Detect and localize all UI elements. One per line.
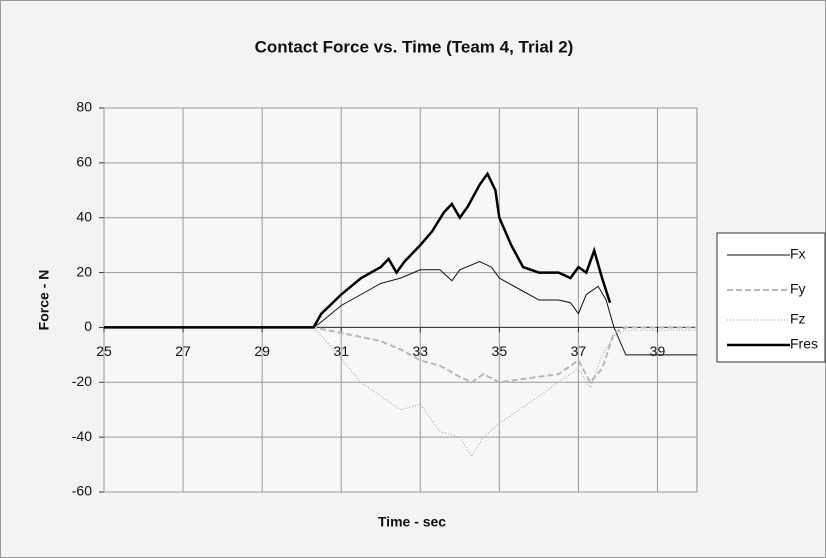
series-line — [104, 261, 697, 356]
x-tick-label: 33 — [412, 343, 428, 359]
x-tick-label: 39 — [650, 343, 666, 359]
series-line — [104, 326, 697, 385]
chart-title: Contact Force vs. Time (Team 4, Trial 2) — [255, 37, 574, 56]
x-tick-label: 29 — [254, 343, 270, 359]
y-tick-label: 40 — [76, 208, 92, 224]
series-line — [104, 171, 612, 329]
y-tick-label: 0 — [84, 318, 92, 334]
plot-area — [103, 107, 698, 493]
series-line — [104, 326, 697, 458]
x-tick-label: 31 — [333, 343, 349, 359]
x-tick-label: 37 — [571, 343, 587, 359]
y-axis-label: Force - N — [36, 270, 52, 331]
y-tick-label: -60 — [72, 483, 92, 499]
y-tick-label: 60 — [76, 154, 92, 170]
y-tick-label: -40 — [72, 428, 92, 444]
x-axis-label: Time - sec — [378, 514, 446, 530]
x-tick-label: 27 — [175, 343, 191, 359]
y-tick-label: 20 — [76, 263, 92, 279]
y-tick-label: 80 — [76, 99, 92, 115]
x-tick-label: 35 — [492, 343, 508, 359]
legend-label: Fx — [790, 246, 806, 262]
y-tick-label: -20 — [72, 373, 92, 389]
legend-label: Fz — [790, 311, 806, 327]
x-tick-label: 25 — [96, 343, 112, 359]
legend-label: Fy — [790, 281, 806, 297]
legend-label: Fres — [790, 336, 818, 352]
